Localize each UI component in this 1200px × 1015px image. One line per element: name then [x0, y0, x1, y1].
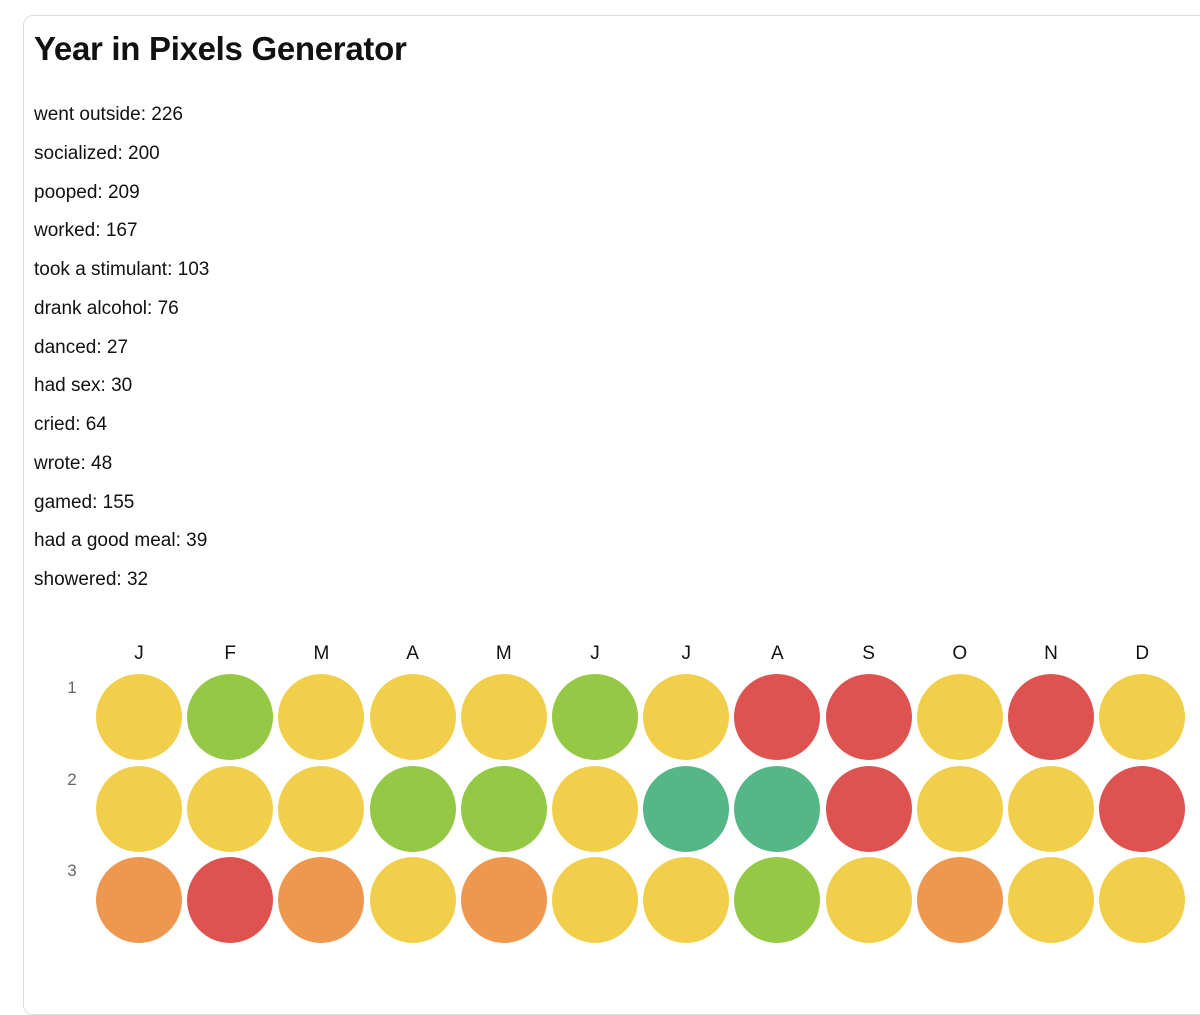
day-pixel[interactable]	[734, 857, 821, 943]
day-pixel[interactable]	[96, 674, 182, 760]
day-pixel[interactable]	[825, 857, 912, 943]
day-pixel[interactable]	[1099, 765, 1186, 852]
stat-value: 103	[177, 259, 210, 280]
day-pixel[interactable]	[643, 857, 730, 943]
day-pixel[interactable]	[187, 765, 274, 852]
day-pixel[interactable]	[1099, 674, 1186, 760]
month-label: F	[224, 643, 236, 664]
stat-item: pooped: 209	[34, 181, 140, 203]
stat-item: danced: 27	[34, 336, 129, 358]
stat-label: drank alcohol	[34, 297, 148, 319]
day-pixel[interactable]	[1008, 765, 1094, 852]
stat-label: danced	[34, 336, 97, 358]
day-pixel[interactable]	[825, 674, 912, 760]
day-pixel[interactable]	[460, 857, 547, 943]
stat-value: 64	[85, 414, 107, 435]
stat-item: cried: 64	[34, 414, 107, 435]
day-pixel[interactable]	[1099, 857, 1186, 943]
activity-stats-list: went outside: 226 socialized: 200 pooped: …	[34, 102, 209, 606]
day-pixel[interactable]	[916, 857, 1003, 943]
stat-value: 167	[105, 220, 138, 242]
day-pixel[interactable]	[734, 765, 821, 852]
stat-value: 200	[128, 142, 160, 164]
stat-item: had a good meal: 39	[34, 530, 208, 552]
stat-value: 155	[102, 491, 135, 513]
day-pixel[interactable]	[643, 674, 730, 760]
stat-label: gamed	[34, 491, 93, 513]
month-label: D	[1135, 643, 1150, 664]
month-label: J	[134, 643, 144, 664]
stat-label: worked	[34, 220, 96, 242]
month-label: A	[771, 643, 784, 664]
day-pixel[interactable]	[916, 674, 1003, 760]
stat-item: wrote: 48	[34, 452, 113, 474]
stat-label: socialized	[34, 142, 118, 164]
stat-label: pooped	[34, 181, 98, 203]
day-pixel[interactable]	[552, 857, 638, 943]
stat-label: went outside	[34, 104, 141, 125]
day-pixel[interactable]	[278, 674, 365, 760]
day-pixel[interactable]	[369, 674, 456, 760]
stat-value: 226	[151, 104, 183, 125]
month-label: O	[952, 643, 968, 664]
day-pixel[interactable]	[96, 765, 182, 852]
day-pixel[interactable]	[278, 857, 365, 943]
month-label: A	[406, 643, 419, 664]
month-label: S	[862, 643, 875, 664]
day-pixel[interactable]	[369, 765, 456, 852]
stat-label: took a stimulant	[34, 259, 168, 280]
month-label: J	[590, 643, 600, 664]
stat-value: 32	[126, 569, 149, 590]
stat-label: had sex	[34, 375, 101, 397]
stat-item: drank alcohol: 76	[34, 297, 179, 319]
day-pixel[interactable]	[552, 674, 638, 760]
day-pixel[interactable]	[187, 857, 274, 943]
month-label: N	[1044, 643, 1058, 664]
day-pixel[interactable]	[369, 857, 456, 943]
stat-value: 27	[106, 336, 129, 358]
month-label: M	[495, 643, 512, 664]
stat-value: 48	[91, 452, 113, 474]
day-pixel[interactable]	[916, 765, 1003, 852]
stat-value: 209	[107, 181, 140, 203]
stat-label: wrote	[34, 452, 81, 474]
day-label: 2	[67, 769, 77, 789]
stat-item: took a stimulant: 103	[34, 259, 210, 280]
day-pixel[interactable]	[460, 765, 547, 852]
day-pixel[interactable]	[278, 765, 365, 852]
stat-item: gamed: 155	[34, 491, 135, 513]
day-pixel[interactable]	[734, 674, 821, 760]
page-title: Year in Pixels Generator	[34, 30, 407, 67]
stat-label: had a good meal	[34, 530, 176, 552]
stat-label: showered	[34, 569, 117, 590]
stat-item: had sex: 30	[34, 375, 133, 397]
stat-item: worked: 167	[34, 220, 138, 242]
day-label: 1	[67, 678, 77, 697]
day-label: 3	[67, 861, 77, 880]
day-pixel[interactable]	[643, 765, 730, 852]
day-pixel[interactable]	[96, 857, 182, 943]
day-pixel[interactable]	[1008, 674, 1094, 760]
stat-value: 39	[186, 530, 208, 552]
month-label: M	[313, 643, 330, 664]
stat-item: showered: 32	[34, 569, 149, 590]
day-pixel[interactable]	[825, 765, 912, 852]
day-pixel[interactable]	[552, 765, 638, 852]
day-pixel[interactable]	[187, 674, 274, 760]
month-label: J	[681, 643, 691, 664]
day-pixel[interactable]	[1008, 857, 1094, 943]
stat-label: cried	[34, 414, 76, 435]
stat-item: went outside: 226	[34, 104, 183, 125]
stat-item: socialized: 200	[34, 142, 160, 164]
day-pixel[interactable]	[460, 674, 547, 760]
stat-value: 76	[157, 297, 179, 319]
stat-value: 30	[111, 375, 133, 397]
